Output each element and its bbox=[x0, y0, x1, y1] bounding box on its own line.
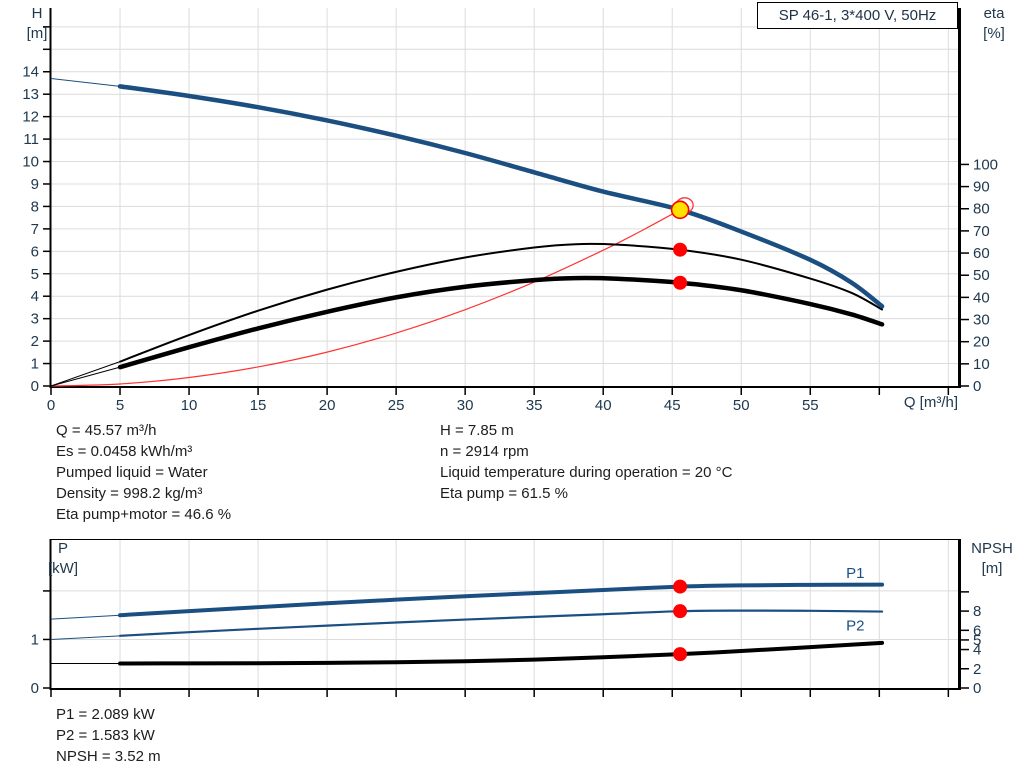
npsh-axis-label-unit: [m] bbox=[981, 560, 1003, 577]
curve-eta-pump-motor bbox=[117, 275, 885, 370]
info-line: P1 = 2.089 kW bbox=[56, 706, 155, 723]
y-left-tick-label: 5 bbox=[31, 266, 39, 283]
y-left-tick-label: 0 bbox=[31, 378, 39, 395]
curve-P2 bbox=[118, 609, 884, 637]
annotation-P2: P2 bbox=[846, 618, 864, 635]
x-tick-label: 35 bbox=[526, 397, 543, 414]
info-line: Eta pump = 61.5 % bbox=[440, 485, 568, 502]
y-left-tick-label: 1 bbox=[31, 631, 39, 648]
y-right-tick-label: 8 bbox=[973, 603, 981, 620]
y-right-tick-label: 90 bbox=[973, 179, 990, 196]
x-tick-label: 10 bbox=[181, 397, 198, 414]
x-tick-label: 55 bbox=[802, 397, 819, 414]
pump-title-box: SP 46-1, 3*400 V, 50Hz bbox=[757, 2, 958, 29]
p-axis-label-symbol: P bbox=[57, 540, 68, 557]
info-line: Liquid temperature during operation = 20… bbox=[440, 464, 733, 481]
npsh-axis-label-symbol: NPSH bbox=[971, 540, 1013, 557]
marker-eta-pump-point bbox=[673, 242, 688, 257]
annotation-P1: P1 bbox=[846, 565, 864, 582]
eta-axis-label-symbol: eta bbox=[983, 5, 1005, 22]
x-tick-label: 30 bbox=[457, 397, 474, 414]
y-right-tick-label: 30 bbox=[973, 312, 990, 329]
eta-axis-label: eta [%] bbox=[974, 4, 1014, 44]
p-axis-label: P [kW] bbox=[34, 539, 92, 579]
y-left-tick-label: 13 bbox=[22, 86, 39, 103]
eta-axis-label-unit: [%] bbox=[983, 25, 1005, 42]
curve-head bbox=[117, 84, 885, 309]
x-tick-label: 25 bbox=[388, 397, 405, 414]
marker-eta-pump-motor-point bbox=[673, 275, 688, 290]
y-right-tick-label: 70 bbox=[973, 223, 990, 240]
h-axis-label: H [m] bbox=[16, 4, 58, 44]
y-left-tick-label: 11 bbox=[23, 131, 39, 148]
y-right-tick-label: 80 bbox=[973, 201, 990, 218]
info-line: H = 7.85 m bbox=[440, 422, 514, 439]
y-left-tick-label: 4 bbox=[31, 288, 39, 305]
info-line: Es = 0.0458 kWh/m³ bbox=[56, 443, 193, 460]
y-right-tick-label: 2 bbox=[973, 661, 981, 678]
p-axis-label-unit: [kW] bbox=[48, 560, 78, 577]
marker-npsh-point bbox=[673, 647, 688, 662]
curve-head-lead bbox=[50, 77, 121, 87]
info-line: Q = 45.57 m³/h bbox=[56, 422, 157, 439]
y-left-tick-label: 9 bbox=[31, 176, 39, 193]
marker-duty-point bbox=[670, 200, 690, 220]
info-line: NPSH = 3.52 m bbox=[56, 748, 161, 765]
operating-data-right: H = 7.85 m n = 2914 rpm Liquid temperature… bbox=[440, 420, 732, 504]
x-tick-label: 0 bbox=[47, 397, 55, 414]
info-line: Density = 998.2 kg/m³ bbox=[56, 485, 203, 502]
y-left-tick-label: 10 bbox=[22, 154, 39, 171]
y-left-tick-label: 14 bbox=[22, 64, 39, 81]
marker-p1-point bbox=[673, 579, 688, 594]
curve-eta-pump-lead bbox=[50, 361, 121, 387]
curve-P2-lead bbox=[50, 635, 121, 640]
y-right-tick-label: 6 bbox=[973, 622, 981, 639]
y-right-tick-label: 100 bbox=[973, 156, 998, 173]
h-axis-label-unit: [m] bbox=[26, 25, 48, 42]
curve-eta-pump bbox=[119, 242, 884, 363]
x-tick-label: 5 bbox=[116, 397, 124, 414]
x-tick-label: 40 bbox=[595, 397, 612, 414]
info-line: n = 2914 rpm bbox=[440, 443, 529, 460]
curve-system-curve bbox=[50, 209, 681, 387]
y-right-tick-label: 60 bbox=[973, 245, 990, 262]
h-axis-label-symbol: H bbox=[31, 5, 43, 22]
y-right-tick-label: 10 bbox=[973, 356, 990, 373]
y-left-tick-label: 0 bbox=[31, 680, 39, 697]
info-line: Eta pump+motor = 46.6 % bbox=[56, 506, 232, 523]
curve-NPSH bbox=[118, 640, 885, 666]
y-left-tick-label: 1 bbox=[31, 356, 39, 373]
npsh-axis-label: NPSH [m] bbox=[962, 539, 1022, 579]
x-tick-label: 50 bbox=[733, 397, 750, 414]
y-left-tick-label: 2 bbox=[31, 333, 39, 350]
operating-data-left: Q = 45.57 m³/h Es = 0.0458 kWh/m³ Pumped l… bbox=[56, 420, 231, 525]
y-right-tick-label: 0 bbox=[973, 680, 981, 697]
y-left-tick-label: 7 bbox=[31, 221, 39, 238]
y-right-tick-label: 50 bbox=[973, 267, 990, 284]
x-tick-label: 15 bbox=[250, 397, 267, 414]
info-line: P2 = 1.583 kW bbox=[56, 727, 155, 744]
y-left-tick-label: 6 bbox=[31, 243, 39, 260]
curve-eta-pump-motor-lead bbox=[50, 366, 121, 387]
y-right-tick-label: 4 bbox=[973, 642, 981, 659]
curve-P1-lead bbox=[50, 614, 121, 620]
y-left-tick-label: 3 bbox=[31, 311, 39, 328]
y-right-tick-label: 40 bbox=[973, 289, 990, 306]
y-left-tick-label: 12 bbox=[22, 109, 39, 126]
x-tick-label: 20 bbox=[319, 397, 336, 414]
y-right-tick-label: 0 bbox=[973, 378, 981, 395]
power-npsh-data: P1 = 2.089 kW P2 = 1.583 kW NPSH = 3.52 m bbox=[56, 704, 161, 767]
x-tick-label: 45 bbox=[664, 397, 681, 414]
curve-P1 bbox=[118, 582, 885, 618]
y-right-tick-label: 5 bbox=[973, 632, 981, 649]
q-axis-label: Q [m³/h] bbox=[903, 394, 958, 411]
y-left-tick-label: 8 bbox=[31, 198, 39, 215]
marker-p2-point bbox=[673, 604, 688, 619]
info-line: Pumped liquid = Water bbox=[56, 464, 208, 481]
y-right-tick-label: 20 bbox=[973, 334, 990, 351]
